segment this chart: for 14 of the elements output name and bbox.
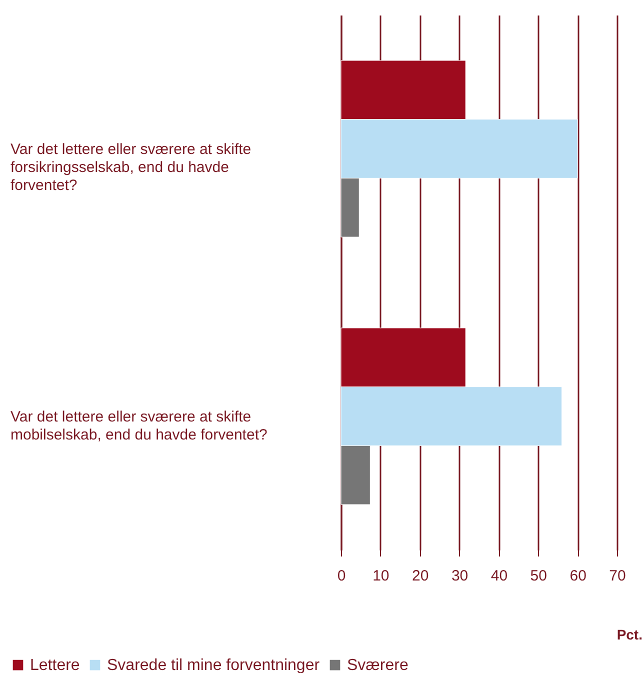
x-tick-label: 60: [570, 568, 586, 584]
x-tick-label: 10: [372, 568, 390, 584]
x-axis-title: Pct.: [616, 626, 642, 642]
x-tick-label: 30: [451, 568, 468, 584]
legend-label: Svarede til mine forventninger: [107, 657, 320, 673]
legend-label: Lettere: [30, 657, 80, 673]
y-tick-label: Var det lettere eller sværere at skifte forsikringsselskab, end du havde forventet?: [10, 140, 252, 194]
x-tick-label: 20: [412, 568, 429, 584]
y-tick-label: Var det lettere eller sværere at skifte mobilselskab, end du havde forventet?: [10, 408, 268, 444]
x-tick-label: 70: [609, 568, 626, 584]
x-tick-label: 0: [337, 568, 346, 584]
legend-label: Sværere: [347, 657, 408, 673]
x-tick-label: 40: [490, 568, 508, 584]
x-tick-label: 50: [530, 568, 547, 584]
